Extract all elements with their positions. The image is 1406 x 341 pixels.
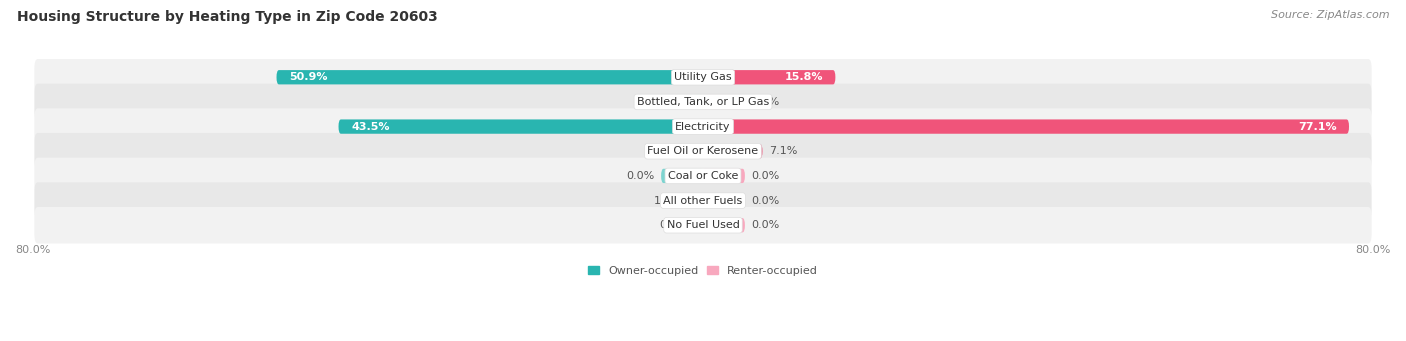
- Text: 1.7%: 1.7%: [654, 196, 682, 206]
- FancyBboxPatch shape: [277, 70, 703, 85]
- FancyBboxPatch shape: [703, 70, 835, 85]
- FancyBboxPatch shape: [703, 95, 745, 109]
- Legend: Owner-occupied, Renter-occupied: Owner-occupied, Renter-occupied: [583, 261, 823, 280]
- Text: No Fuel Used: No Fuel Used: [666, 220, 740, 230]
- Text: 0.0%: 0.0%: [752, 196, 780, 206]
- FancyBboxPatch shape: [34, 108, 1372, 145]
- FancyBboxPatch shape: [34, 84, 1372, 120]
- Text: Utility Gas: Utility Gas: [675, 72, 731, 82]
- FancyBboxPatch shape: [661, 169, 703, 183]
- FancyBboxPatch shape: [34, 59, 1372, 95]
- Text: 0.0%: 0.0%: [752, 220, 780, 230]
- Text: 0.0%: 0.0%: [626, 171, 654, 181]
- FancyBboxPatch shape: [339, 119, 703, 134]
- Text: 50.9%: 50.9%: [290, 72, 328, 82]
- Text: Housing Structure by Heating Type in Zip Code 20603: Housing Structure by Heating Type in Zip…: [17, 10, 437, 24]
- FancyBboxPatch shape: [34, 133, 1372, 169]
- FancyBboxPatch shape: [693, 95, 703, 109]
- Text: 77.1%: 77.1%: [1298, 122, 1337, 132]
- FancyBboxPatch shape: [703, 119, 1348, 134]
- FancyBboxPatch shape: [703, 218, 745, 233]
- Text: 0.14%: 0.14%: [659, 220, 695, 230]
- Text: Coal or Coke: Coal or Coke: [668, 171, 738, 181]
- FancyBboxPatch shape: [703, 193, 745, 208]
- Text: 1.1%: 1.1%: [659, 97, 688, 107]
- Text: Source: ZipAtlas.com: Source: ZipAtlas.com: [1271, 10, 1389, 20]
- Text: Bottled, Tank, or LP Gas: Bottled, Tank, or LP Gas: [637, 97, 769, 107]
- FancyBboxPatch shape: [689, 193, 703, 208]
- Text: 43.5%: 43.5%: [352, 122, 389, 132]
- Text: All other Fuels: All other Fuels: [664, 196, 742, 206]
- FancyBboxPatch shape: [682, 144, 703, 159]
- Text: 2.5%: 2.5%: [647, 146, 675, 156]
- FancyBboxPatch shape: [34, 182, 1372, 219]
- Text: Fuel Oil or Kerosene: Fuel Oil or Kerosene: [647, 146, 759, 156]
- FancyBboxPatch shape: [703, 169, 745, 183]
- Text: Electricity: Electricity: [675, 122, 731, 132]
- Text: 7.1%: 7.1%: [769, 146, 797, 156]
- Text: 0.0%: 0.0%: [752, 171, 780, 181]
- Text: 15.8%: 15.8%: [785, 72, 823, 82]
- FancyBboxPatch shape: [34, 158, 1372, 194]
- FancyBboxPatch shape: [34, 207, 1372, 243]
- FancyBboxPatch shape: [703, 144, 762, 159]
- Text: 0.0%: 0.0%: [752, 97, 780, 107]
